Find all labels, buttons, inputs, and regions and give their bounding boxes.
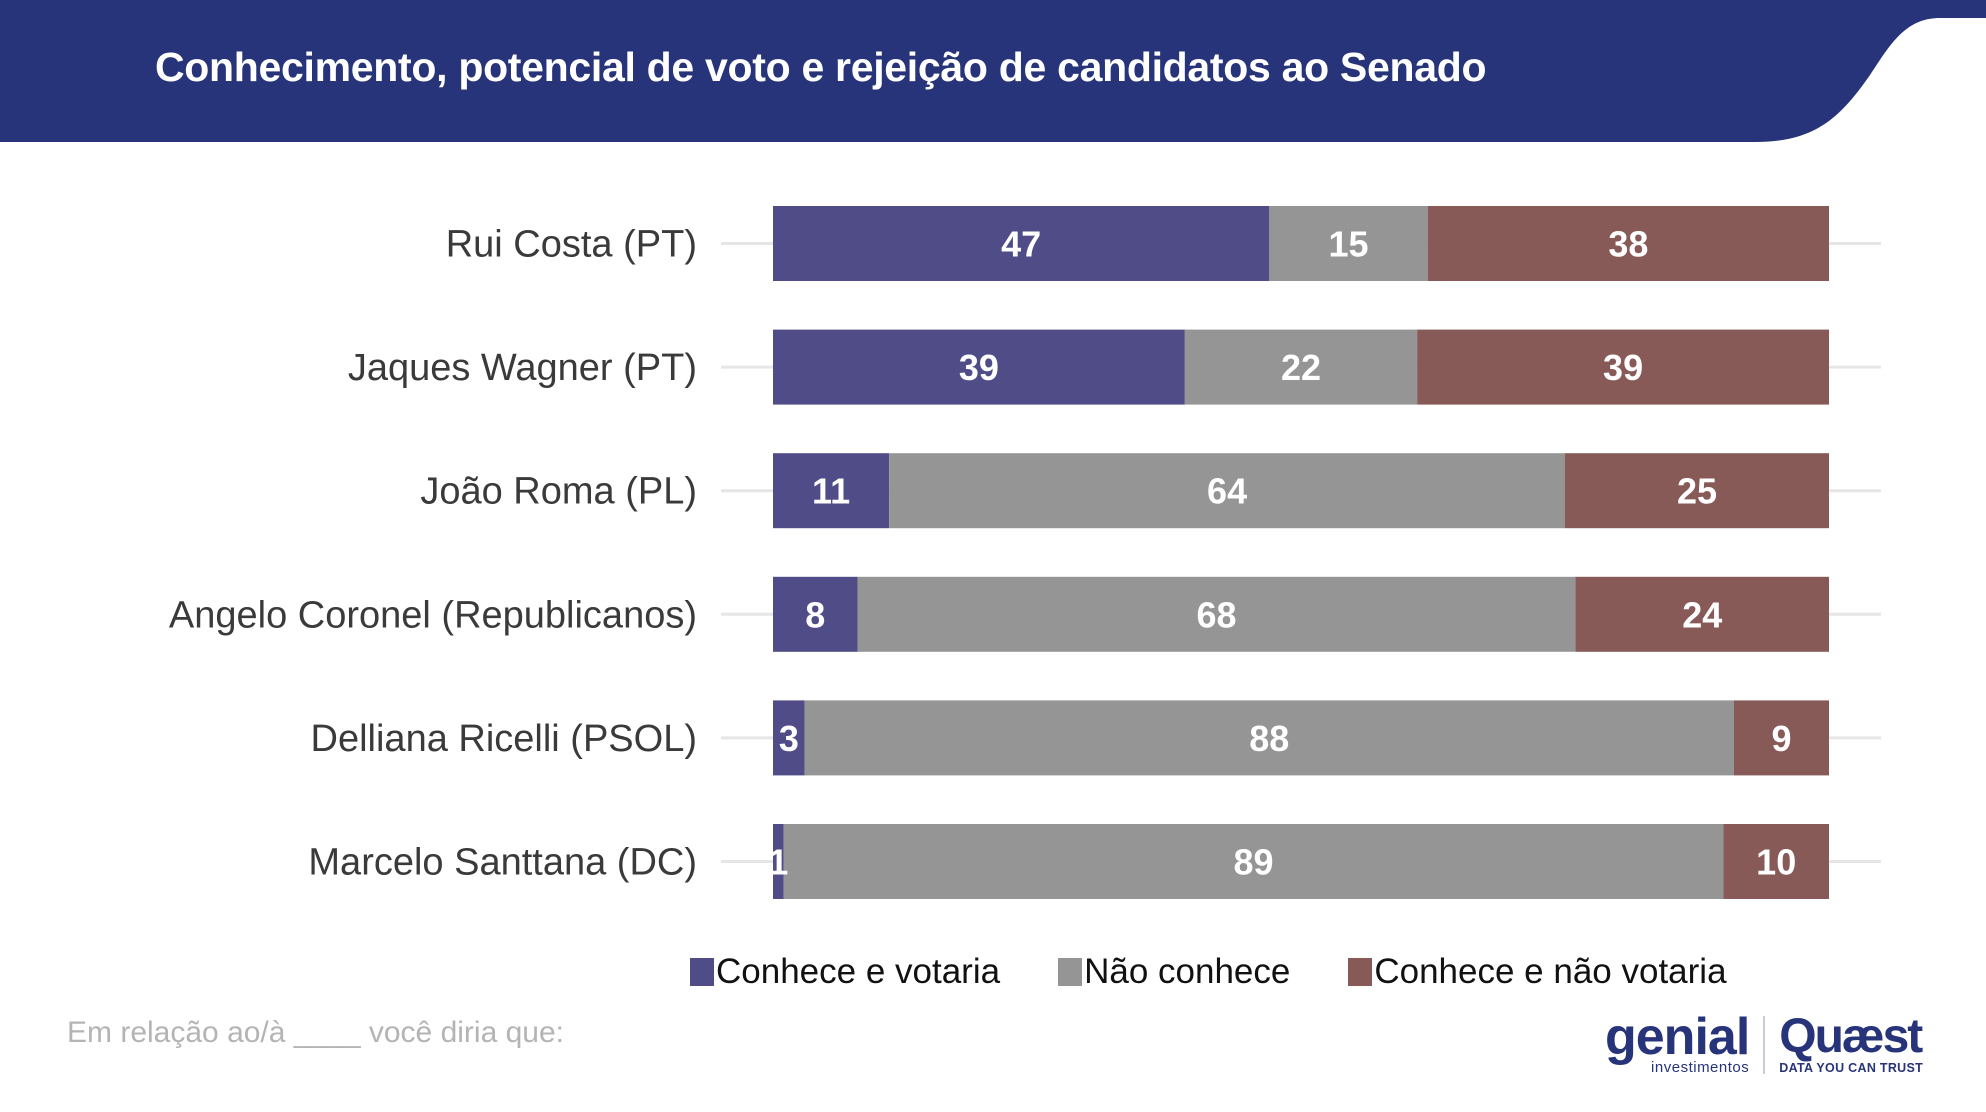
legend-swatch: [1348, 958, 1373, 986]
bars: [773, 206, 1829, 899]
bar-nao-conhece-jaques-wagner-pt: [1184, 329, 1418, 405]
bar-nao-conhece-marcelo-santtana-dc: [783, 824, 1724, 899]
bar-conhece-e-votaria-angelo-coronel-republicanos: [773, 576, 858, 652]
value-label-conhece-e-votaria-marcelo-santtana-dc: 1: [768, 842, 788, 883]
bar-nao-conhece-delliana-ricelli-psol: [804, 700, 1734, 776]
bar-conhece-e-votaria-rui-costa-pt: [773, 206, 1270, 281]
value-label-nao-conhece-rui-costa-pt: 15: [1328, 224, 1368, 265]
legend-label: Conhece e não votaria: [1374, 952, 1727, 991]
value-label-conhece-e-votaria-jaques-wagner-pt: 39: [959, 347, 999, 388]
category-label-delliana-ricelli-psol: Delliana Ricelli (PSOL): [311, 718, 697, 760]
legend-swatch: [1058, 958, 1083, 986]
category-labels: Rui Costa (PT) Jaques Wagner (PT) João Rom…: [169, 224, 697, 884]
category-label-marcelo-santtana-dc: Marcelo Santtana (DC): [308, 842, 697, 884]
genial-logo-word: genial: [1605, 1008, 1750, 1066]
value-label-conhece-e-nao-votaria-jaques-wagner-pt: 39: [1603, 347, 1643, 388]
bar-conhece-e-nao-votaria-angelo-coronel-republicanos: [1575, 576, 1829, 652]
value-label-conhece-e-votaria-delliana-ricelli-psol: 3: [779, 718, 799, 759]
question-footnote: Em relação ao/à ____ você diria que:: [67, 1016, 564, 1049]
value-label-conhece-e-nao-votaria-marcelo-santtana-dc: 10: [1756, 842, 1796, 883]
genial-logo: genial investimentos: [1605, 1008, 1750, 1076]
bar-conhece-e-votaria-joao-roma-pl: [773, 453, 890, 529]
logos: genial investimentos Quæst DATA YOU CAN …: [1605, 1008, 1924, 1076]
bar-conhece-e-votaria-jaques-wagner-pt: [773, 329, 1185, 405]
bar-conhece-e-nao-votaria-joao-roma-pl: [1565, 453, 1829, 529]
value-label-conhece-e-nao-votaria-delliana-ricelli-psol: 9: [1771, 718, 1791, 759]
value-label-conhece-e-nao-votaria-rui-costa-pt: 38: [1608, 224, 1648, 265]
value-label-nao-conhece-joao-roma-pl: 64: [1207, 471, 1247, 512]
bar-conhece-e-nao-votaria-rui-costa-pt: [1427, 206, 1829, 281]
legend-swatch: [690, 958, 714, 986]
bar-conhece-e-nao-votaria-marcelo-santtana-dc: [1723, 824, 1829, 899]
value-label-conhece-e-votaria-rui-costa-pt: 47: [1001, 224, 1041, 265]
legend-item-conhece-e-nao-votaria: Conhece e não votaria: [1348, 952, 1727, 992]
bar-conhece-e-nao-votaria-delliana-ricelli-psol: [1733, 700, 1829, 776]
bar-nao-conhece-joao-roma-pl: [889, 453, 1565, 529]
header-background: [0, 0, 1986, 142]
bar-conhece-e-votaria-delliana-ricelli-psol: [773, 700, 805, 776]
legend: Conhece e votaria Não conhece Conhece e …: [690, 952, 1785, 992]
legend-label: Conhece e votaria: [716, 952, 1001, 991]
genial-logo-sub: investimentos: [1651, 1059, 1750, 1076]
bar-conhece-e-votaria-marcelo-santtana-dc: [773, 824, 784, 899]
quaest-logo-word: Quæst: [1779, 1010, 1923, 1063]
value-label-conhece-e-nao-votaria-joao-roma-pl: 25: [1677, 471, 1717, 512]
category-label-rui-costa-pt: Rui Costa (PT): [446, 224, 697, 266]
page-title: Conhecimento, potencial de voto e rejeiç…: [155, 44, 1487, 90]
value-label-nao-conhece-jaques-wagner-pt: 22: [1281, 347, 1321, 388]
bar-conhece-e-nao-votaria-jaques-wagner-pt: [1417, 329, 1829, 405]
legend-item-conhece-e-votaria: Conhece e votaria: [690, 952, 1000, 992]
category-label-jaques-wagner-pt: Jaques Wagner (PT): [348, 347, 697, 389]
value-label-conhece-e-votaria-angelo-coronel-republicanos: 8: [805, 594, 825, 635]
value-label-nao-conhece-marcelo-santtana-dc: 89: [1233, 842, 1273, 883]
bar-nao-conhece-angelo-coronel-republicanos: [857, 576, 1576, 652]
value-label-nao-conhece-delliana-ricelli-psol: 88: [1249, 718, 1289, 759]
header-banner: [0, 0, 1986, 142]
legend-label: Não conhece: [1084, 952, 1291, 991]
quaest-logo: Quæst DATA YOU CAN TRUST: [1779, 1010, 1924, 1076]
value-labels: 47 15 38 39 22 39 11 64 25 8 68 24 3 88 9 1 89 10: [768, 224, 1796, 883]
value-label-conhece-e-nao-votaria-angelo-coronel-republicanos: 24: [1682, 594, 1722, 635]
category-label-angelo-coronel-republicanos: Angelo Coronel (Republicanos): [169, 594, 697, 636]
category-label-joao-roma-pl: João Roma (PL): [420, 471, 697, 513]
legend-item-nao-conhece: Não conhece: [1058, 952, 1290, 992]
value-label-nao-conhece-angelo-coronel-republicanos: 68: [1196, 594, 1236, 635]
logo-divider: [1763, 1016, 1766, 1074]
value-label-conhece-e-votaria-joao-roma-pl: 11: [812, 471, 850, 512]
quaest-logo-sub: DATA YOU CAN TRUST: [1779, 1061, 1924, 1075]
stacked-bar-chart: Rui Costa (PT) Jaques Wagner (PT) João Rom…: [169, 206, 1881, 899]
bar-nao-conhece-rui-costa-pt: [1269, 206, 1428, 281]
